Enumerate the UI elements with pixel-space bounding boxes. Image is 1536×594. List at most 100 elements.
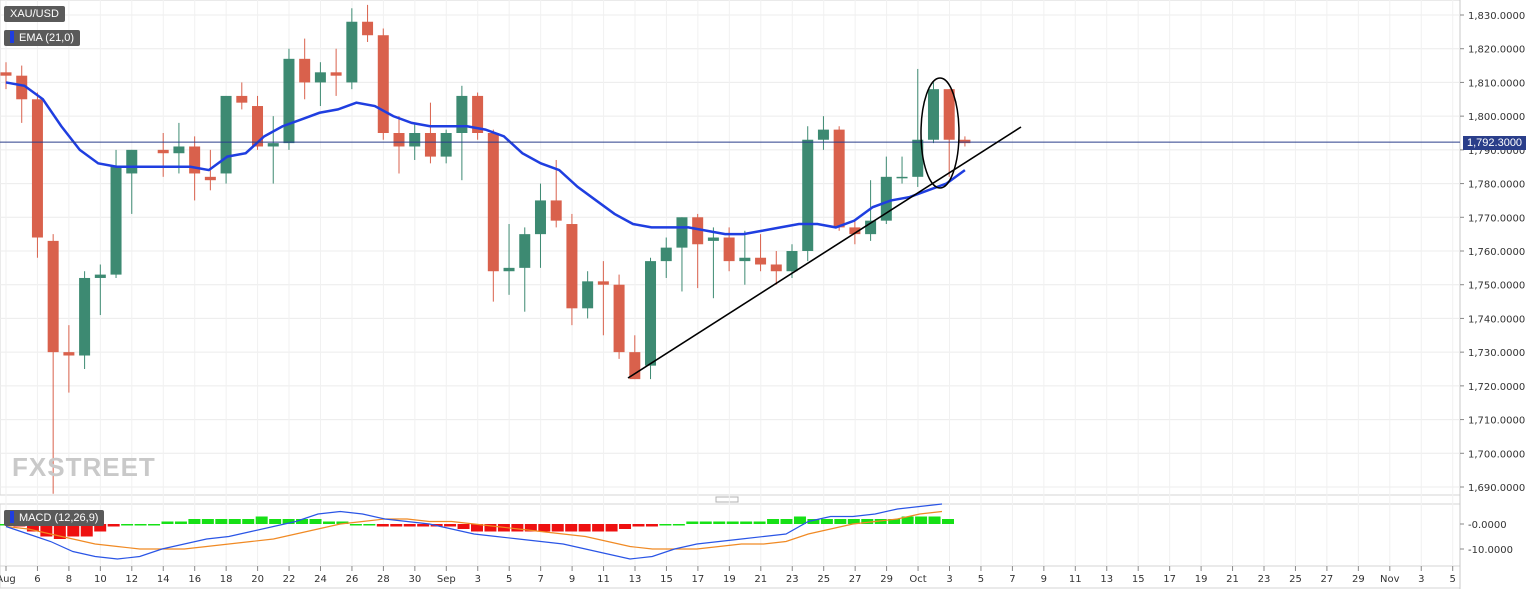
date-tick-label: 8	[66, 574, 72, 585]
macd-histogram-bar	[174, 521, 187, 524]
date-tick-label: 3	[946, 574, 952, 585]
price-tick-label: 1,700.0000	[1468, 449, 1525, 460]
macd-legend[interactable]: MACD (12,26,9)	[4, 510, 105, 526]
candle-body	[676, 217, 688, 248]
candle-body	[440, 133, 452, 157]
candle-body	[503, 267, 515, 272]
ema-legend[interactable]: EMA (21,0)	[4, 30, 81, 46]
candle-body	[912, 139, 924, 177]
date-tick-label: 20	[251, 574, 264, 585]
candle-body	[519, 234, 531, 268]
candle-body	[16, 75, 28, 100]
price-tick-label: 1,750.0000	[1468, 281, 1525, 292]
candle-body	[487, 133, 499, 272]
ema-line	[5, 81, 966, 236]
price-tick-label: 1,730.0000	[1468, 348, 1525, 359]
candle-body	[79, 277, 91, 356]
macd-histogram-bar	[578, 524, 591, 532]
price-tick-label: 1,720.0000	[1468, 382, 1525, 393]
macd-histogram-bar	[80, 524, 93, 537]
date-tick-label: 15	[660, 574, 673, 585]
date-tick-label: 19	[723, 574, 736, 585]
price-tick-label: 1,760.0000	[1468, 247, 1525, 258]
macd-histogram-bar	[753, 521, 766, 524]
macd-histogram-bar	[861, 519, 874, 524]
candle-body	[189, 146, 201, 174]
candle-body	[645, 261, 657, 366]
macd-histogram-bar	[538, 524, 551, 532]
date-tick-label: Aug	[0, 574, 16, 585]
macd-histogram-bar	[471, 524, 483, 532]
macd-histogram-bar	[403, 524, 416, 527]
macd-histogram-bar	[121, 524, 134, 526]
candle-body	[267, 143, 279, 147]
symbol-label: XAU/USD	[4, 6, 65, 22]
price-tick-label: 1,790.0000	[1468, 146, 1525, 157]
date-tick-label: 13	[1100, 574, 1113, 585]
date-tick-label: 25	[817, 574, 830, 585]
date-tick-label: 9	[569, 574, 575, 585]
candle-body	[739, 257, 751, 262]
axis-bg	[1460, 0, 1536, 589]
macd-histogram-bar	[915, 516, 928, 524]
macd-histogram-bar	[457, 524, 470, 529]
macd-histogram-bar	[282, 519, 295, 524]
candle-body	[833, 129, 845, 228]
date-tick-label: 3	[1418, 574, 1424, 585]
date-tick-label: 11	[597, 574, 610, 585]
macd-histogram-bar	[336, 521, 349, 524]
candle-body	[314, 72, 326, 83]
candle-body	[236, 95, 248, 103]
date-tick-label: 17	[1163, 574, 1176, 585]
candle-body	[362, 21, 374, 36]
macd-histogram-bar	[659, 524, 672, 526]
candle-body	[0, 72, 12, 76]
candle-body	[283, 58, 295, 144]
date-tick-label: 7	[537, 574, 543, 585]
candle-body	[63, 352, 75, 356]
macd-histogram-bar	[322, 521, 335, 524]
macd-histogram-bar	[632, 524, 645, 527]
macd-histogram-bar	[390, 524, 403, 527]
macd-histogram-bar	[255, 516, 268, 524]
candle-body	[110, 166, 122, 275]
date-tick-label: 26	[346, 574, 359, 585]
date-tick-label: 10	[94, 574, 107, 585]
candle-body	[629, 352, 641, 380]
price-tick-label: 1,820.0000	[1468, 45, 1525, 56]
macd-line	[5, 503, 943, 560]
macd-histogram-bar	[672, 524, 685, 526]
macd-histogram-bar	[619, 524, 632, 529]
date-tick-label: 3	[475, 574, 481, 585]
macd-histogram-bar	[309, 519, 322, 524]
macd-histogram-bar	[511, 524, 524, 532]
macd-histogram-bar	[699, 521, 712, 524]
date-tick-label: 30	[408, 574, 421, 585]
candle-body	[409, 133, 421, 147]
macd-histogram-bar	[296, 519, 309, 524]
candle-body	[786, 251, 798, 272]
date-tick-label: 14	[157, 574, 170, 585]
candle-body	[896, 176, 908, 179]
ema-swatch	[10, 31, 14, 43]
date-tick-label: 28	[377, 574, 390, 585]
macd-histogram-bar	[417, 524, 430, 527]
date-tick-label: 9	[1041, 574, 1047, 585]
macd-histogram-bar	[94, 524, 107, 532]
candle-body	[723, 237, 735, 262]
date-tick-label: Nov	[1380, 574, 1400, 585]
date-tick-label: 21	[754, 574, 767, 585]
date-tick-label: 16	[188, 574, 201, 585]
macd-histogram-bar	[793, 516, 806, 524]
date-tick-label: 23	[786, 574, 799, 585]
macd-histogram-bar	[349, 524, 362, 526]
candle-body	[377, 35, 389, 133]
annotations	[0, 77, 1460, 379]
date-tick-label: 27	[1321, 574, 1334, 585]
candles	[0, 4, 971, 494]
price-tick-label: 1,690.0000	[1468, 483, 1525, 494]
macd-histogram-bar	[874, 519, 887, 524]
macd-histogram-bar	[834, 519, 847, 524]
macd-histogram-bar	[134, 524, 147, 526]
